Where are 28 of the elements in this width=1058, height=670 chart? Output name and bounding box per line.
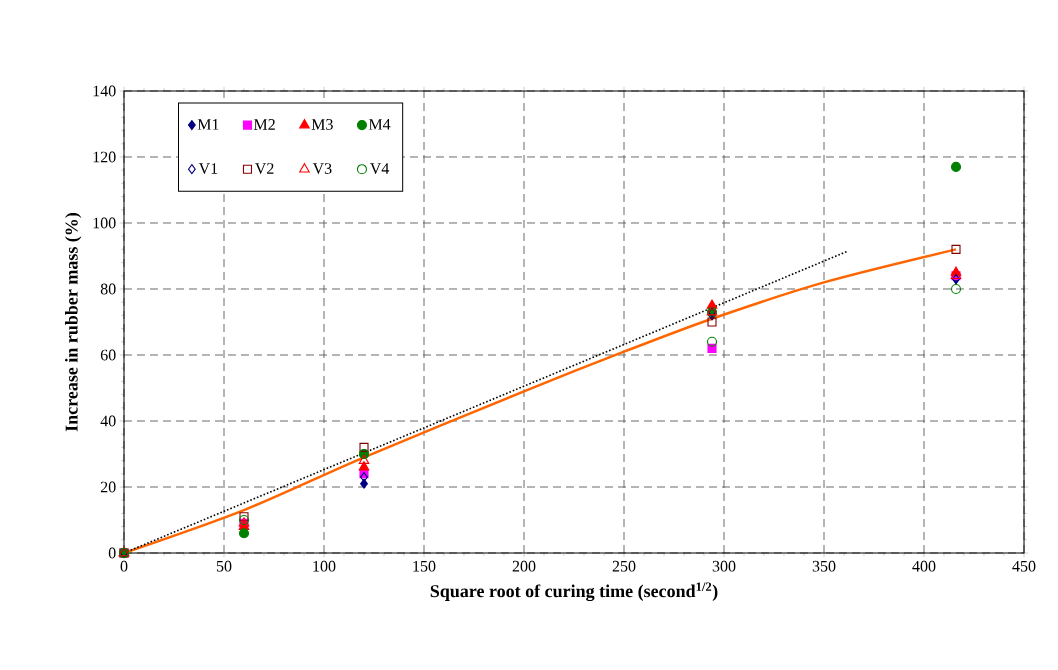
x-tick-label: 400 [912, 560, 936, 572]
x-tick-label: 450 [1012, 560, 1036, 572]
x-tick-label: 50 [216, 560, 232, 572]
x-tick-label: 200 [512, 560, 536, 572]
x-tick-label: 300 [712, 560, 736, 572]
x-tick-label: 100 [313, 560, 336, 572]
y-tick-label: 100 [93, 217, 116, 229]
legend-label: V4 [369, 163, 390, 174]
y-tick-label: 120 [93, 151, 116, 163]
legend-label: M4 [368, 119, 391, 130]
legend-label: M1 [197, 119, 219, 130]
y-tick-label: 0 [108, 547, 116, 559]
x-tick-label: 150 [413, 560, 436, 572]
y-axis-title: Increase in rubber mass (%) [65, 212, 82, 432]
y-tick-label: 40 [100, 415, 116, 427]
legend-label: M2 [253, 119, 275, 130]
legend-label: V3 [312, 163, 332, 174]
x-tick-label: 350 [812, 560, 836, 572]
x-tick-label: 0 [120, 560, 128, 572]
y-tick-label: 60 [100, 349, 116, 361]
legend-label: M3 [311, 119, 333, 130]
x-tick-label: 250 [612, 560, 636, 572]
y-tick-label: 80 [100, 283, 116, 295]
legend-label: V2 [254, 163, 274, 174]
y-tick-label: 20 [100, 481, 116, 493]
legend-label: V1 [198, 163, 218, 174]
y-tick-label: 140 [93, 85, 116, 97]
x-axis-title: Square root of curing time (second$^{1/2}$) [430, 582, 718, 602]
